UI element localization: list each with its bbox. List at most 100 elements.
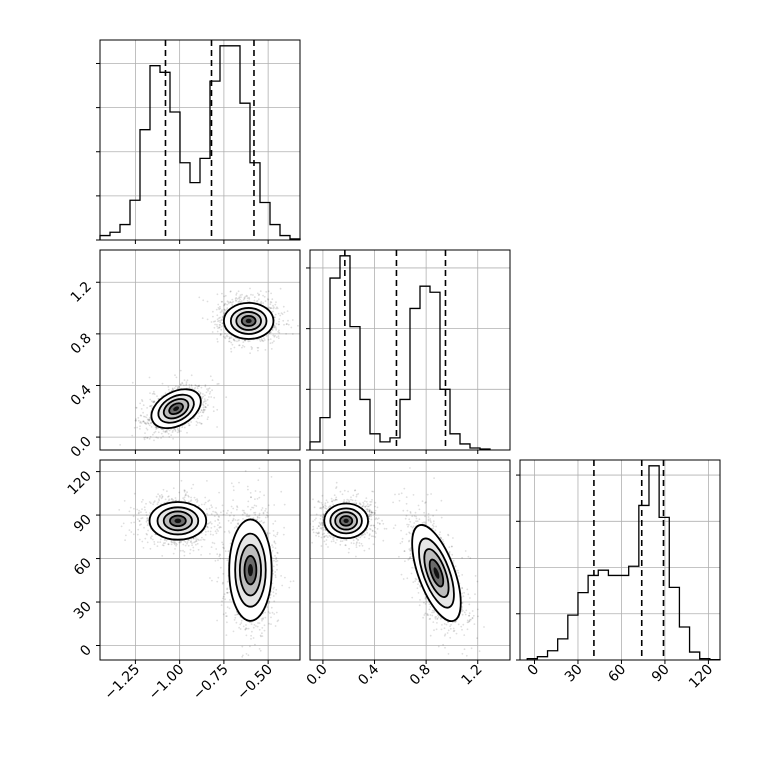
scatter-point bbox=[168, 498, 171, 501]
scatter-point bbox=[219, 321, 222, 324]
scatter-point bbox=[172, 389, 175, 391]
scatter-point bbox=[248, 340, 251, 342]
scatter-point bbox=[356, 541, 358, 543]
scatter-point bbox=[149, 536, 152, 539]
scatter-point bbox=[189, 548, 192, 551]
scatter-point bbox=[258, 622, 261, 624]
scatter-point bbox=[224, 308, 226, 311]
scatter-point bbox=[224, 294, 227, 297]
scatter-point bbox=[225, 615, 228, 617]
scatter-point bbox=[200, 409, 203, 411]
scatter-point bbox=[200, 422, 203, 425]
scatter-point bbox=[281, 313, 284, 315]
scatter-point bbox=[167, 386, 170, 388]
scatter-point bbox=[236, 508, 238, 511]
scatter-point bbox=[192, 537, 195, 540]
scatter-point bbox=[181, 382, 184, 385]
scatter-point bbox=[171, 541, 174, 544]
scatter-point bbox=[232, 300, 235, 303]
scatter-point bbox=[157, 437, 159, 439]
scatter-point bbox=[209, 375, 212, 378]
scatter-point bbox=[195, 540, 198, 542]
scatter-point bbox=[276, 307, 279, 310]
scatter-point bbox=[212, 534, 215, 536]
scatter-point bbox=[219, 324, 222, 326]
scatter-point bbox=[256, 292, 259, 295]
scatter-point bbox=[266, 606, 269, 608]
density-peak bbox=[245, 318, 252, 324]
scatter-point bbox=[245, 294, 248, 297]
scatter-point bbox=[159, 538, 162, 541]
scatter-point bbox=[184, 489, 186, 492]
scatter-point bbox=[139, 425, 141, 428]
scatter-point bbox=[204, 402, 207, 405]
scatter-point bbox=[168, 499, 170, 502]
scatter-point bbox=[363, 549, 366, 552]
scatter-point bbox=[190, 540, 193, 543]
scatter-point bbox=[272, 334, 275, 337]
scatter-point bbox=[205, 530, 207, 533]
scatter-point bbox=[276, 560, 279, 562]
scatter-point bbox=[306, 518, 308, 520]
scatter-point bbox=[235, 294, 238, 296]
scatter-point bbox=[330, 497, 333, 500]
scatter-point bbox=[258, 338, 261, 341]
scatter-point bbox=[239, 301, 242, 304]
scatter-point bbox=[200, 422, 203, 425]
scatter-point bbox=[211, 506, 213, 509]
scatter-point bbox=[172, 552, 175, 555]
scatter-point bbox=[146, 418, 149, 421]
scatter-point bbox=[186, 541, 189, 543]
scatter-point bbox=[217, 524, 219, 526]
scatter-point bbox=[226, 335, 229, 338]
scatter-point bbox=[368, 511, 371, 514]
scatter-point bbox=[246, 515, 249, 518]
scatter-point bbox=[182, 543, 185, 546]
scatter-point bbox=[370, 513, 372, 516]
scatter-point bbox=[185, 381, 188, 384]
scatter-point bbox=[270, 623, 272, 625]
scatter-point bbox=[206, 512, 209, 515]
scatter-point bbox=[177, 499, 180, 502]
scatter-point bbox=[208, 499, 211, 502]
scatter-point bbox=[217, 515, 220, 518]
scatter-point bbox=[232, 519, 235, 521]
scatter-point bbox=[202, 403, 204, 406]
scatter-point bbox=[335, 496, 338, 499]
scatter-point bbox=[204, 384, 207, 386]
scatter-point bbox=[200, 386, 203, 389]
scatter-point bbox=[209, 553, 211, 555]
scatter-point bbox=[187, 539, 190, 542]
scatter-point bbox=[262, 618, 264, 620]
scatter-point bbox=[368, 505, 370, 508]
scatter-point bbox=[230, 347, 232, 350]
scatter-point bbox=[140, 523, 142, 526]
scatter-point bbox=[378, 522, 381, 525]
scatter-point bbox=[200, 554, 203, 556]
scatter-point bbox=[162, 544, 165, 547]
contour-line bbox=[162, 398, 190, 420]
scatter-point bbox=[149, 512, 151, 514]
scatter-point bbox=[189, 541, 192, 543]
scatter-point bbox=[287, 323, 290, 326]
scatter-point bbox=[266, 532, 269, 535]
scatter-point bbox=[179, 384, 182, 386]
scatter-point bbox=[249, 621, 252, 624]
scatter-point bbox=[217, 518, 219, 521]
scatter-point bbox=[174, 499, 177, 502]
scatter-point bbox=[140, 422, 143, 424]
scatter-point bbox=[223, 312, 226, 314]
scatter-point bbox=[207, 522, 210, 525]
scatter-point bbox=[155, 427, 158, 430]
scatter-point bbox=[255, 625, 257, 627]
scatter-point bbox=[246, 485, 249, 488]
scatter-point bbox=[215, 532, 218, 535]
scatter-point bbox=[158, 494, 161, 497]
scatter-point bbox=[219, 307, 222, 310]
scatter-point bbox=[226, 621, 228, 624]
scatter-point bbox=[317, 500, 320, 502]
scatter-point bbox=[223, 295, 226, 298]
scatter-point bbox=[139, 428, 141, 430]
scatter-point bbox=[252, 506, 255, 509]
scatter-point bbox=[180, 430, 182, 432]
